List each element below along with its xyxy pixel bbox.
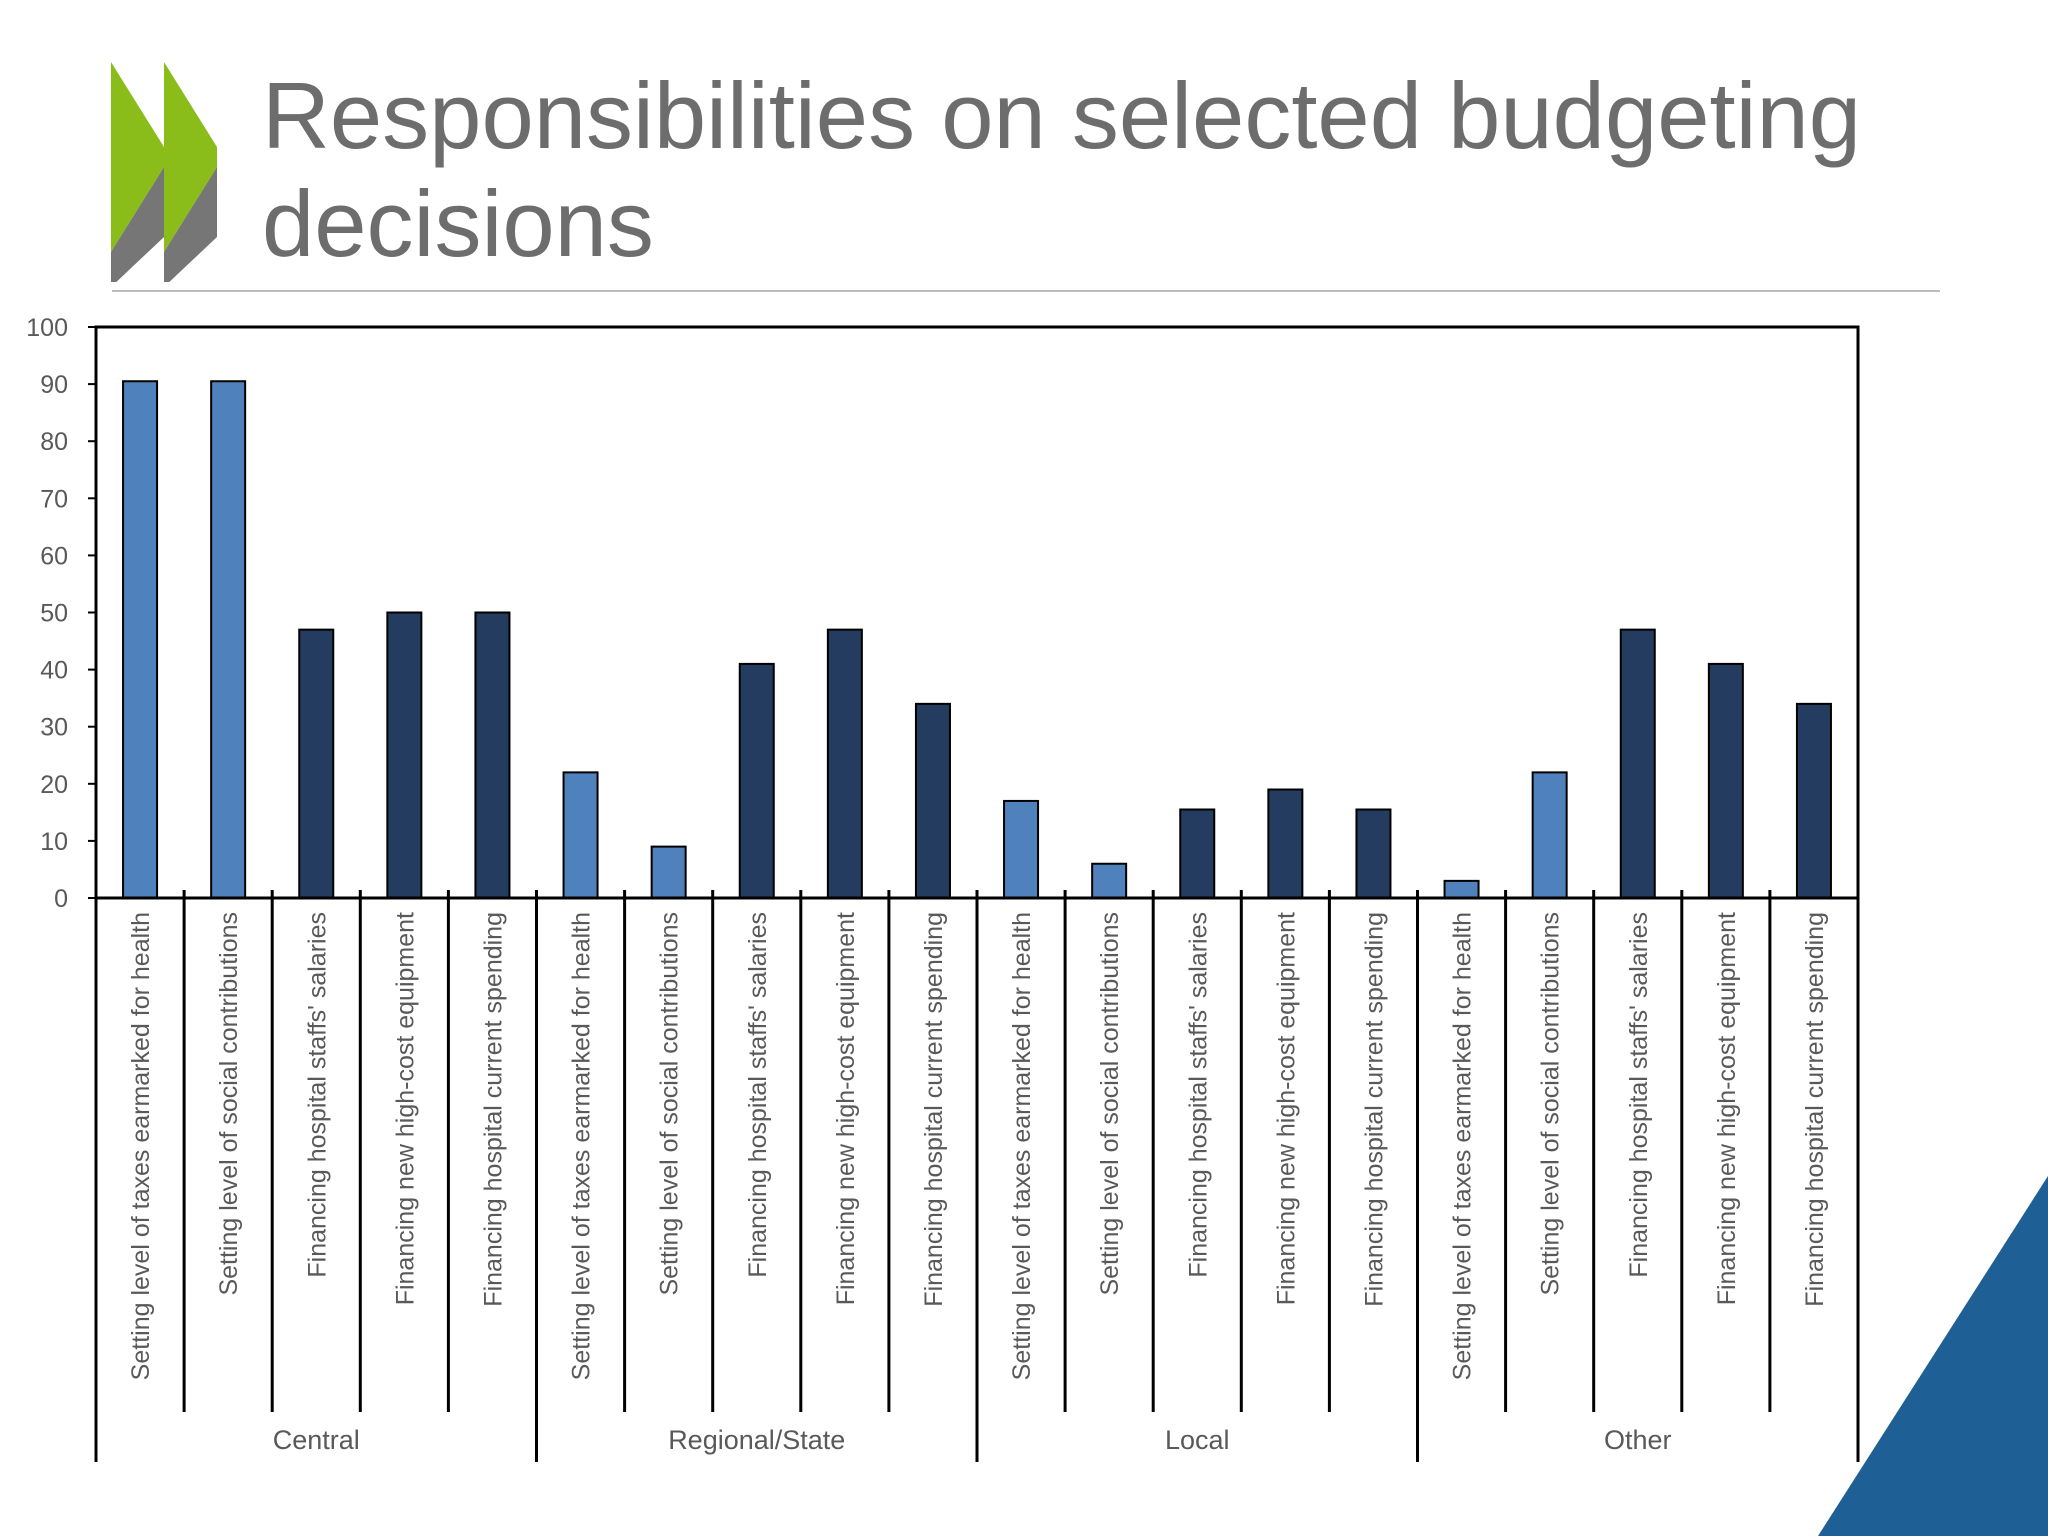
x-tick-label: Setting level of taxes earmarked for hea… xyxy=(127,912,155,1380)
bar xyxy=(386,611,423,899)
bar xyxy=(122,380,159,899)
logo-gray-chevron-right xyxy=(164,167,217,282)
oecd-chevron-logo xyxy=(111,62,217,282)
plot-frame xyxy=(94,325,1860,900)
group-label: Regional/State xyxy=(668,1425,845,1455)
x-tick-label: Financing new high-cost equipment xyxy=(1272,912,1300,1305)
y-tick-label: 40 xyxy=(40,657,68,685)
x-tick-label: Financing hospital staffs' salaries xyxy=(1184,912,1212,1278)
logo-gray-chevron-left xyxy=(111,167,164,282)
y-tick-label: 90 xyxy=(40,371,68,399)
group-label: Central xyxy=(273,1425,360,1455)
x-tick-label: Financing new high-cost equipment xyxy=(832,912,860,1305)
bar xyxy=(562,771,599,900)
x-tick-label: Financing hospital staffs' salaries xyxy=(744,912,772,1278)
x-tick-label: Financing hospital current spending xyxy=(1801,912,1829,1307)
x-tick-label: Setting level of taxes earmarked for hea… xyxy=(568,912,596,1380)
bar xyxy=(1795,702,1832,899)
x-tick-label: Setting level of social contributions xyxy=(656,912,684,1296)
bar xyxy=(1707,662,1744,900)
x-tick-label: Financing hospital current spending xyxy=(920,912,948,1307)
x-tick-label: Financing new high-cost equipment xyxy=(391,912,419,1305)
bar xyxy=(826,628,863,899)
bar xyxy=(914,702,951,899)
bar xyxy=(210,380,247,899)
bar xyxy=(1531,771,1568,900)
blue-corner-triangle xyxy=(1818,1176,2048,1536)
y-tick-label: 10 xyxy=(40,828,68,856)
bar xyxy=(738,662,775,900)
group-label: Local xyxy=(1165,1425,1230,1455)
bar xyxy=(1267,788,1304,900)
bar xyxy=(1355,808,1392,899)
x-tick-label: Financing hospital staffs' salaries xyxy=(1625,912,1653,1278)
logo-green-chevron-left xyxy=(111,62,164,252)
x-tick-label: Setting level of taxes earmarked for hea… xyxy=(1449,912,1477,1380)
y-tick-label: 20 xyxy=(40,771,68,799)
y-tick-label: 100 xyxy=(26,314,68,342)
x-tick-label: Financing new high-cost equipment xyxy=(1713,912,1741,1305)
bar xyxy=(1091,862,1128,899)
x-tick-label: Setting level of taxes earmarked for hea… xyxy=(1008,912,1036,1380)
bar xyxy=(1443,879,1480,899)
group-label: Other xyxy=(1604,1425,1672,1455)
title-divider xyxy=(112,290,1940,292)
x-tick-label: Financing hospital current spending xyxy=(479,912,507,1307)
bar xyxy=(1003,799,1040,899)
x-tick-label: Setting level of social contributions xyxy=(1537,912,1565,1296)
bar xyxy=(1179,808,1216,899)
x-tick-label: Financing hospital current spending xyxy=(1360,912,1388,1307)
bar xyxy=(1619,628,1656,899)
y-tick-label: 80 xyxy=(40,428,68,456)
bar xyxy=(298,628,335,899)
y-tick-label: 60 xyxy=(40,542,68,570)
slide-title: Responsibilities on selected budgeting d… xyxy=(262,63,1862,276)
y-tick-label: 0 xyxy=(54,885,68,913)
y-tick-label: 70 xyxy=(40,485,68,513)
bar xyxy=(650,845,687,899)
x-tick-label: Financing hospital staffs' salaries xyxy=(303,912,331,1278)
y-tick-label: 50 xyxy=(40,600,68,628)
y-tick-label: 30 xyxy=(40,714,68,742)
bar xyxy=(474,611,511,899)
x-tick-label: Setting level of social contributions xyxy=(215,912,243,1296)
x-tick-label: Setting level of social contributions xyxy=(1096,912,1124,1296)
logo-green-chevron-right xyxy=(164,62,217,252)
